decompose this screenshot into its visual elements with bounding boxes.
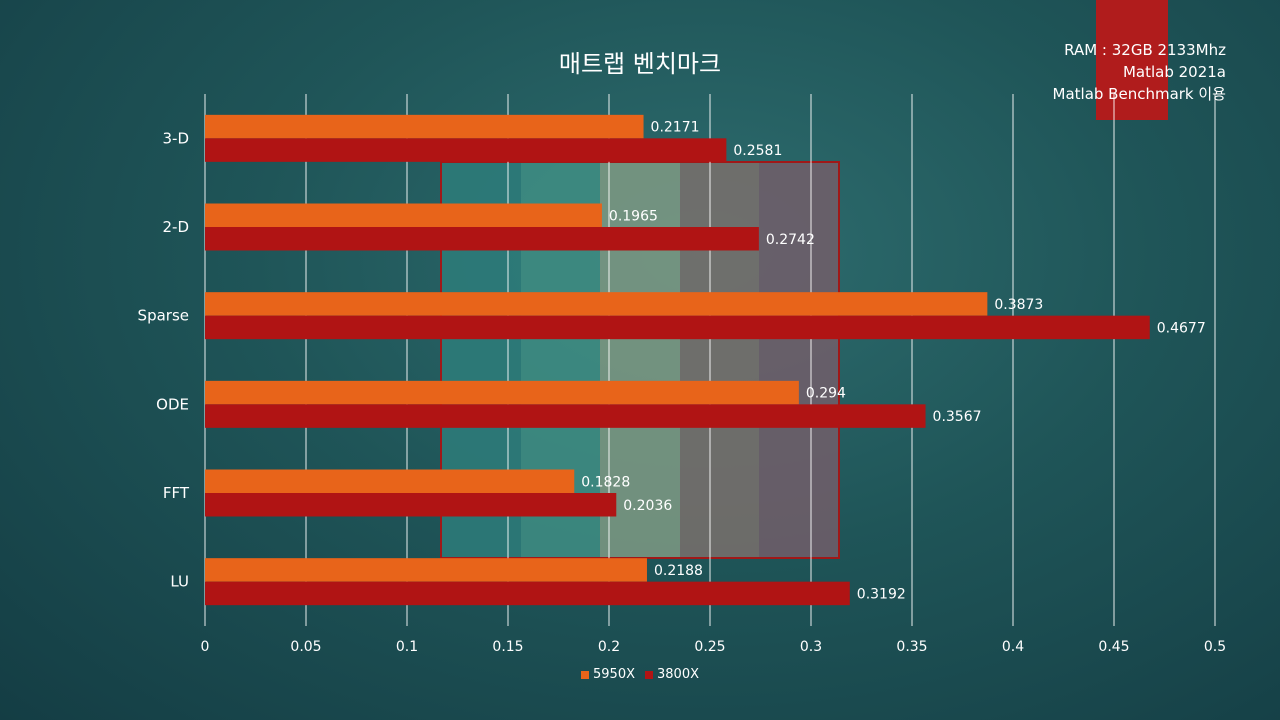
category-label: LU: [170, 573, 189, 591]
bar-5950x: [205, 558, 647, 582]
decorative-red-tab: [1096, 0, 1168, 120]
x-tick-label: 0.25: [694, 639, 725, 655]
bar-5950x: [205, 292, 988, 316]
spec-note-line: RAM : 32GB 2133Mhz: [1064, 41, 1226, 59]
x-tick-label: 0.2: [598, 639, 620, 655]
bar-3800x: [205, 404, 926, 428]
legend: 5950X 3800X: [0, 667, 1280, 682]
x-tick-label: 0.45: [1098, 639, 1129, 655]
legend-item-3800x: 3800X: [645, 667, 699, 682]
spec-note-line: Matlab 2021a: [1122, 63, 1226, 81]
data-label: 0.1965: [609, 208, 658, 224]
legend-swatch: [645, 670, 653, 679]
x-tick-label: 0: [201, 639, 210, 655]
watermark-band: [758, 163, 839, 557]
data-label: 0.2581: [733, 143, 782, 159]
category-label: ODE: [156, 395, 189, 413]
category-label: 2-D: [162, 218, 189, 236]
x-tick-label: 0.3: [800, 639, 822, 655]
bar-5950x: [205, 380, 799, 405]
x-tick-label: 0.05: [290, 639, 321, 655]
category-label: 3-D: [162, 129, 189, 147]
category-label: Sparse: [138, 307, 189, 325]
legend-label: 5950X: [593, 667, 635, 682]
data-label: 0.1828: [581, 474, 630, 490]
data-label: 0.3873: [994, 297, 1043, 313]
x-tick-label: 0.1: [396, 639, 418, 655]
x-tick-label: 0.5: [1204, 639, 1226, 655]
bar-3800x: [205, 315, 1150, 340]
legend-item-5950x: 5950X: [581, 667, 635, 682]
legend-swatch: [581, 670, 589, 679]
bar-3800x: [205, 227, 759, 251]
bar-5950x: [205, 203, 602, 227]
data-label: 0.2742: [766, 232, 815, 248]
data-label: 0.4677: [1157, 320, 1206, 336]
spec-note-line: Matlab Benchmark 이용: [1052, 85, 1226, 103]
bar-3800x: [205, 138, 727, 162]
data-label: 0.2171: [651, 120, 700, 136]
x-tick-label: 0.15: [492, 639, 523, 655]
spec-note: RAM : 32GB 2133Mhz Matlab 2021a Matlab B…: [1053, 39, 1226, 105]
data-label: 0.3192: [857, 586, 906, 602]
bar-3800x: [205, 581, 850, 606]
x-tick-label: 0.4: [1002, 639, 1024, 655]
bar-5950x: [205, 469, 575, 493]
data-label: 0.294: [806, 386, 846, 402]
data-label: 0.2036: [623, 498, 672, 514]
bar-5950x: [205, 114, 644, 139]
chart-title: 매트랩 벤치마크: [558, 50, 722, 78]
bar-3800x: [205, 493, 617, 517]
category-label: FFT: [163, 484, 190, 502]
legend-label: 3800X: [657, 667, 699, 682]
data-label: 0.2188: [654, 563, 703, 579]
data-label: 0.3567: [933, 409, 982, 425]
x-tick-label: 0.35: [896, 639, 927, 655]
